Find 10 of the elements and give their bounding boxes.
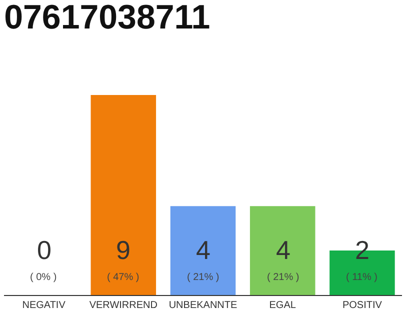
x-tick-label: UNBEKANNTE [168,300,238,311]
data-label: 9 ( 47% ) [107,235,140,283]
x-tick-label: EGAL [269,300,296,311]
x-tick-label: NEGATIV [22,300,66,311]
x-tick-label: POSITIV [342,300,382,311]
chart-title: 07617038711 [4,0,210,37]
data-label: 0 ( 0% ) [30,235,57,283]
data-label: 4 ( 21% ) [187,235,220,283]
x-tick-label: VERWIRREND [89,300,158,311]
data-label: 4 ( 21% ) [267,235,300,283]
